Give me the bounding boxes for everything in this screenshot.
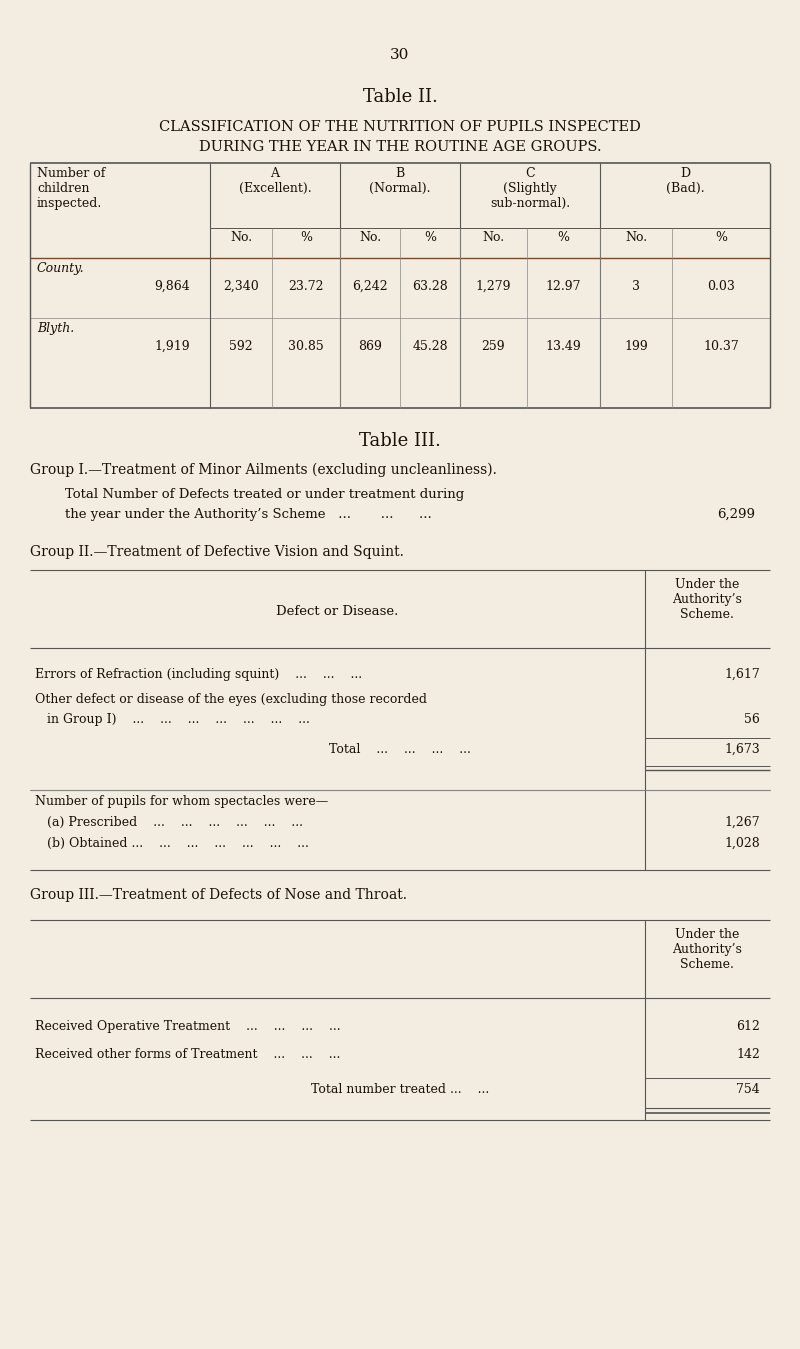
- Text: in Group I)    ...    ...    ...    ...    ...    ...    ...: in Group I) ... ... ... ... ... ... ...: [35, 714, 310, 726]
- Text: 63.28: 63.28: [412, 281, 448, 293]
- Text: County.: County.: [37, 262, 85, 275]
- Text: %: %: [557, 231, 569, 244]
- Text: C
(Slightly
sub-normal).: C (Slightly sub-normal).: [490, 167, 570, 210]
- Text: 1,919: 1,919: [154, 340, 190, 353]
- Text: Group I.—Treatment of Minor Ailments (excluding uncleanliness).: Group I.—Treatment of Minor Ailments (ex…: [30, 463, 497, 478]
- Text: No.: No.: [230, 231, 252, 244]
- Text: Other defect or disease of the eyes (excluding those recorded: Other defect or disease of the eyes (exc…: [35, 693, 427, 706]
- Text: 1,028: 1,028: [724, 836, 760, 850]
- Text: 45.28: 45.28: [412, 340, 448, 353]
- Text: %: %: [300, 231, 312, 244]
- Text: 30: 30: [390, 49, 410, 62]
- Text: (b) Obtained ...    ...    ...    ...    ...    ...    ...: (b) Obtained ... ... ... ... ... ... ...: [35, 836, 309, 850]
- Text: 9,864: 9,864: [154, 281, 190, 293]
- Text: Under the
Authority’s
Scheme.: Under the Authority’s Scheme.: [672, 928, 742, 971]
- Text: %: %: [715, 231, 727, 244]
- Text: D
(Bad).: D (Bad).: [666, 167, 704, 196]
- Text: Blyth.: Blyth.: [37, 322, 74, 335]
- Text: 592: 592: [229, 340, 253, 353]
- Text: 23.72: 23.72: [288, 281, 324, 293]
- Text: %: %: [424, 231, 436, 244]
- Text: 199: 199: [624, 340, 648, 353]
- Text: Total    ...    ...    ...    ...: Total ... ... ... ...: [329, 743, 471, 755]
- Text: 1,267: 1,267: [724, 816, 760, 830]
- Text: Received Operative Treatment    ...    ...    ...    ...: Received Operative Treatment ... ... ...…: [35, 1020, 341, 1033]
- Text: 869: 869: [358, 340, 382, 353]
- Text: 56: 56: [744, 714, 760, 726]
- Text: 612: 612: [736, 1020, 760, 1033]
- Text: 13.49: 13.49: [545, 340, 581, 353]
- Text: 6,299: 6,299: [717, 509, 755, 521]
- Text: Total Number of Defects treated or under treatment during: Total Number of Defects treated or under…: [65, 488, 464, 500]
- Text: Defect or Disease.: Defect or Disease.: [276, 604, 398, 618]
- Text: 10.37: 10.37: [703, 340, 739, 353]
- Text: (a) Prescribed    ...    ...    ...    ...    ...    ...: (a) Prescribed ... ... ... ... ... ...: [35, 816, 303, 830]
- Text: 6,242: 6,242: [352, 281, 388, 293]
- Text: Errors of Refraction (including squint)    ...    ...    ...: Errors of Refraction (including squint) …: [35, 668, 362, 681]
- Text: Group II.—Treatment of Defective Vision and Squint.: Group II.—Treatment of Defective Vision …: [30, 545, 404, 558]
- Text: 1,673: 1,673: [724, 743, 760, 755]
- Text: CLASSIFICATION OF THE NUTRITION OF PUPILS INSPECTED: CLASSIFICATION OF THE NUTRITION OF PUPIL…: [159, 120, 641, 134]
- Text: Total number treated ...    ...: Total number treated ... ...: [311, 1083, 489, 1095]
- Text: Received other forms of Treatment    ...    ...    ...: Received other forms of Treatment ... ..…: [35, 1048, 340, 1062]
- Text: 0.03: 0.03: [707, 281, 735, 293]
- Text: Under the
Authority’s
Scheme.: Under the Authority’s Scheme.: [672, 577, 742, 621]
- Text: Table II.: Table II.: [362, 88, 438, 107]
- Text: Number of pupils for whom spectacles were—: Number of pupils for whom spectacles wer…: [35, 795, 328, 808]
- Text: 3: 3: [632, 281, 640, 293]
- Text: No.: No.: [482, 231, 504, 244]
- Text: 1,279: 1,279: [475, 281, 510, 293]
- Text: 1,617: 1,617: [724, 668, 760, 681]
- Text: 30.85: 30.85: [288, 340, 324, 353]
- Text: Group III.—Treatment of Defects of Nose and Throat.: Group III.—Treatment of Defects of Nose …: [30, 888, 407, 902]
- Text: 754: 754: [736, 1083, 760, 1095]
- Text: No.: No.: [359, 231, 381, 244]
- Text: 12.97: 12.97: [546, 281, 581, 293]
- Text: 259: 259: [481, 340, 505, 353]
- Text: 142: 142: [736, 1048, 760, 1062]
- Text: B
(Normal).: B (Normal).: [370, 167, 430, 196]
- Text: DURING THE YEAR IN THE ROUTINE AGE GROUPS.: DURING THE YEAR IN THE ROUTINE AGE GROUP…: [198, 140, 602, 154]
- Text: Number of
children
inspected.: Number of children inspected.: [37, 167, 106, 210]
- Text: No.: No.: [625, 231, 647, 244]
- Text: A
(Excellent).: A (Excellent).: [238, 167, 311, 196]
- Text: Table III.: Table III.: [359, 432, 441, 451]
- Text: 2,340: 2,340: [223, 281, 259, 293]
- Text: the year under the Authority’s Scheme   ...       ...      ...: the year under the Authority’s Scheme ..…: [65, 509, 432, 521]
